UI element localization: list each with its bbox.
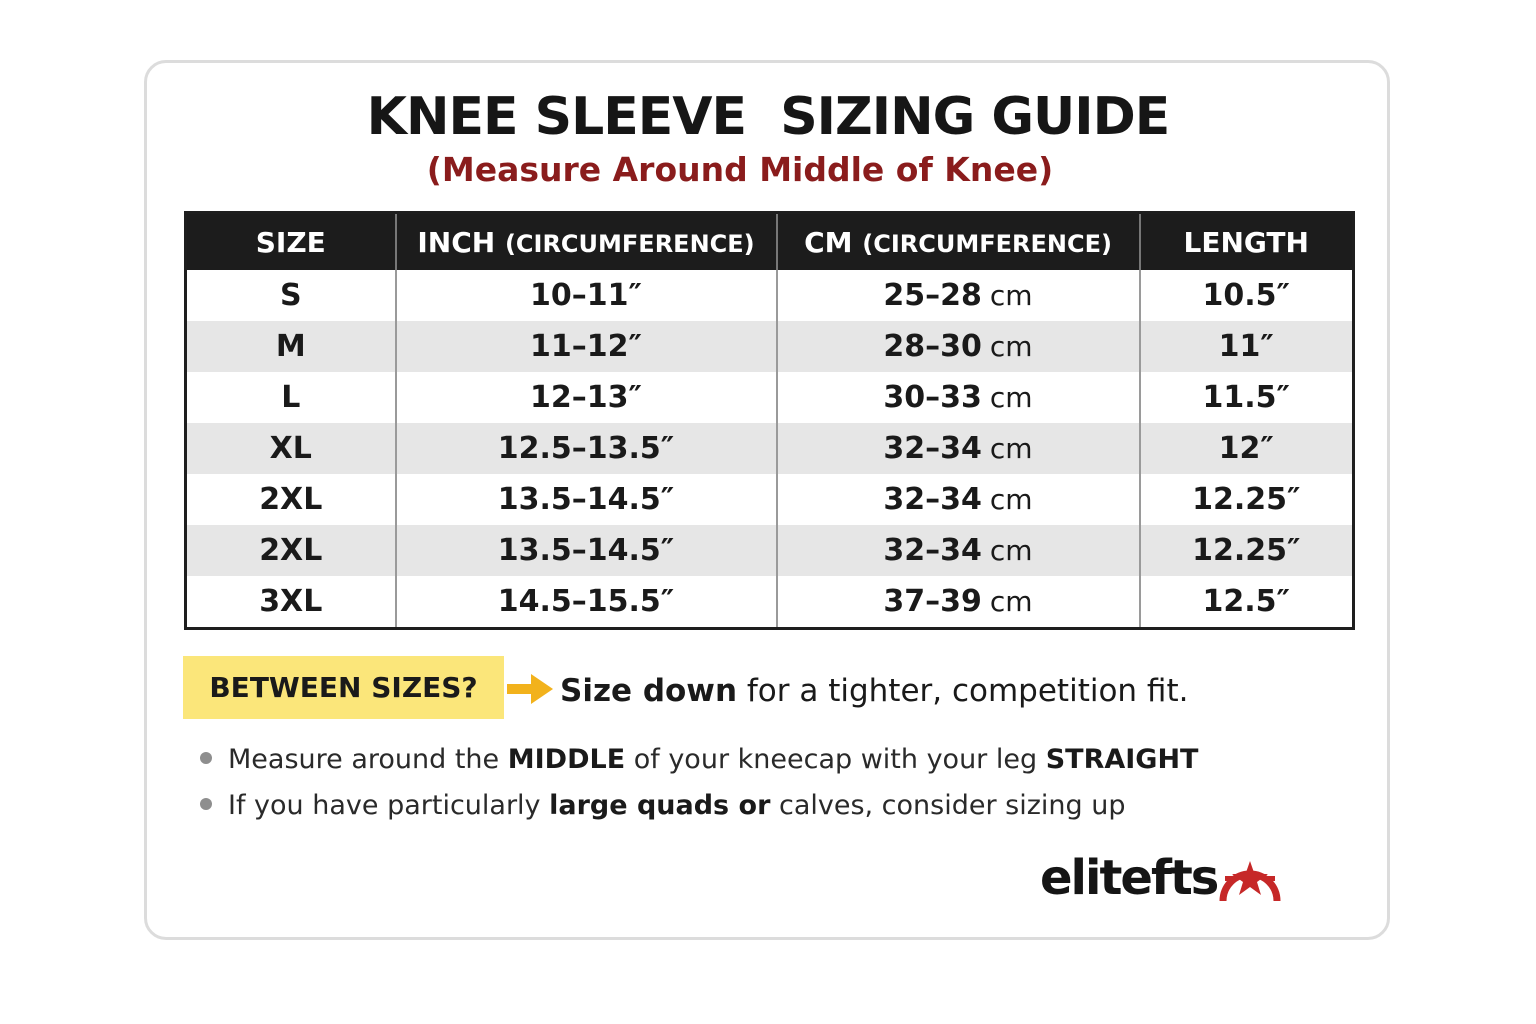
cell-length: 12.25″ — [1139, 525, 1354, 576]
table-row: 3XL 14.5–15.5″ 37–39 cm 12.5″ — [185, 576, 1354, 629]
cell-length: 10.5″ — [1139, 270, 1354, 321]
cell-size: XL — [185, 423, 397, 474]
cell-cm: 37–39 cm — [776, 576, 1141, 629]
header-size: SIZE — [185, 212, 397, 270]
cell-length: 12.25″ — [1139, 474, 1354, 525]
cell-inch: 12.5–13.5″ — [395, 423, 778, 474]
cell-length: 11″ — [1139, 321, 1354, 372]
cell-length: 12″ — [1139, 423, 1354, 474]
cell-size: L — [185, 372, 397, 423]
cell-cm: 32–34 cm — [776, 474, 1141, 525]
cell-inch: 14.5–15.5″ — [395, 576, 778, 629]
cell-size: M — [185, 321, 397, 372]
size-down-tip: Size down for a tighter, competition fit… — [560, 670, 1188, 712]
cell-size: 2XL — [185, 525, 397, 576]
cell-cm: 32–34 cm — [776, 525, 1141, 576]
table-row: L 12–13″ 30–33 cm 11.5″ — [185, 372, 1354, 423]
between-sizes-badge: BETWEEN SIZES? — [183, 656, 504, 719]
table-row: 2XL 13.5–14.5″ 32–34 cm 12.25″ — [185, 474, 1354, 525]
cell-inch: 12–13″ — [395, 372, 778, 423]
table-row: 2XL 13.5–14.5″ 32–34 cm 12.25″ — [185, 525, 1354, 576]
cell-cm: 32–34 cm — [776, 423, 1141, 474]
list-item: Measure around the MIDDLE of your kneeca… — [200, 742, 1198, 778]
bullet-dot-icon — [200, 751, 212, 764]
table-header-row: SIZE INCH (CIRCUMFERENCE) CM (CIRCUMFERE… — [185, 212, 1354, 270]
cell-length: 12.5″ — [1139, 576, 1354, 629]
size-down-rest: for a tighter, competition fit. — [737, 673, 1189, 709]
size-down-bold: Size down — [560, 673, 738, 709]
list-item: If you have particularly large quads or … — [200, 788, 1126, 824]
table-row: M 11–12″ 28–30 cm 11″ — [185, 321, 1354, 372]
cell-cm: 25–28 cm — [776, 270, 1141, 321]
cell-inch: 10–11″ — [395, 270, 778, 321]
bullet-dot-icon — [200, 797, 212, 810]
sizing-table: SIZE INCH (CIRCUMFERENCE) CM (CIRCUMFERE… — [184, 211, 1355, 630]
cell-size: S — [185, 270, 397, 321]
cell-cm: 28–30 cm — [776, 321, 1141, 372]
logo-wordmark: elitefts — [1040, 850, 1219, 906]
cell-size: 3XL — [185, 576, 397, 629]
cell-size: 2XL — [185, 474, 397, 525]
header-length: LENGTH — [1139, 212, 1354, 270]
cell-inch: 13.5–14.5″ — [395, 525, 778, 576]
table-row: XL 12.5–13.5″ 32–34 cm 12″ — [185, 423, 1354, 474]
cell-inch: 11–12″ — [395, 321, 778, 372]
table-row: S 10–11″ 25–28 cm 10.5″ — [185, 270, 1354, 321]
brand-logo: elitefts — [1040, 848, 1281, 908]
page-title: KNEE SLEEVE SIZING GUIDE — [366, 87, 1171, 147]
cell-length: 11.5″ — [1139, 372, 1354, 423]
arrow-right-icon — [507, 674, 553, 704]
header-cm: CM (CIRCUMFERENCE) — [776, 212, 1141, 270]
cell-cm: 30–33 cm — [776, 372, 1141, 423]
cell-inch: 13.5–14.5″ — [395, 474, 778, 525]
page-subtitle: (Measure Around Middle of Knee) — [426, 150, 1054, 189]
header-inch: INCH (CIRCUMFERENCE) — [395, 212, 778, 270]
table-body: S 10–11″ 25–28 cm 10.5″ M 11–12″ 28–30 cm … — [185, 270, 1354, 629]
star-emblem-icon — [1219, 861, 1281, 902]
